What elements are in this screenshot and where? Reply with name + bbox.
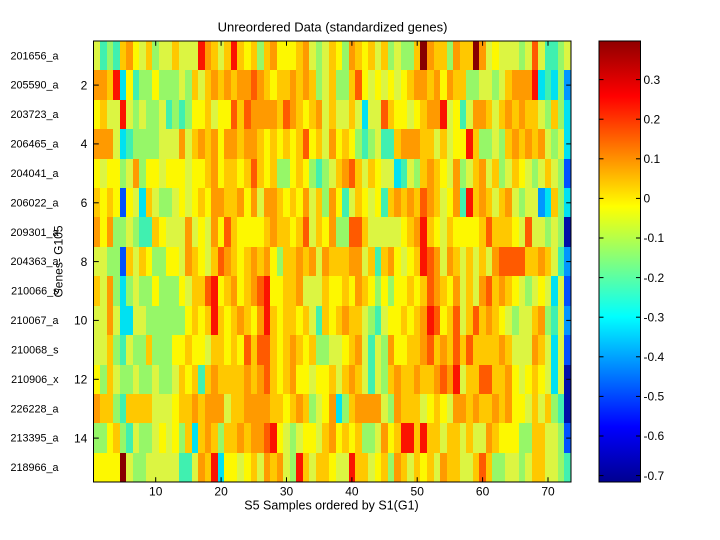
svg-text:226228_a: 226228_a bbox=[10, 403, 58, 415]
svg-text:0.2: 0.2 bbox=[644, 112, 661, 126]
svg-text:Genes- G105: Genes- G105 bbox=[52, 225, 66, 297]
svg-text:10: 10 bbox=[149, 485, 163, 499]
svg-text:-0.4: -0.4 bbox=[644, 350, 665, 364]
svg-text:218966_a: 218966_a bbox=[10, 462, 58, 474]
svg-text:30: 30 bbox=[280, 485, 294, 499]
svg-text:206022_a: 206022_a bbox=[10, 197, 58, 209]
svg-text:6: 6 bbox=[81, 196, 88, 210]
svg-text:12: 12 bbox=[74, 373, 88, 387]
svg-text:-0.5: -0.5 bbox=[644, 390, 665, 404]
svg-text:40: 40 bbox=[345, 485, 359, 499]
svg-text:203723_a: 203723_a bbox=[10, 109, 58, 121]
svg-text:209301_a: 209301_a bbox=[10, 227, 58, 239]
svg-text:14: 14 bbox=[74, 431, 88, 445]
svg-text:8: 8 bbox=[81, 255, 88, 269]
svg-text:Unreordered Data (standardized: Unreordered Data (standardized genes) bbox=[218, 20, 448, 35]
svg-text:210067_a: 210067_a bbox=[10, 315, 58, 327]
svg-text:0: 0 bbox=[644, 192, 651, 206]
svg-text:-0.3: -0.3 bbox=[644, 310, 665, 324]
svg-text:210066_s: 210066_s bbox=[11, 286, 59, 298]
svg-text:213395_a: 213395_a bbox=[10, 433, 58, 445]
svg-text:20: 20 bbox=[214, 485, 228, 499]
svg-text:-0.2: -0.2 bbox=[644, 271, 665, 285]
svg-text:201656_a: 201656_a bbox=[10, 50, 58, 62]
svg-text:2: 2 bbox=[81, 78, 88, 92]
svg-text:4: 4 bbox=[81, 137, 88, 151]
svg-text:204363_a: 204363_a bbox=[10, 256, 58, 268]
svg-text:0.1: 0.1 bbox=[644, 152, 661, 166]
svg-text:205590_a: 205590_a bbox=[10, 80, 58, 92]
svg-text:-0.7: -0.7 bbox=[644, 469, 665, 483]
svg-text:50: 50 bbox=[411, 485, 425, 499]
svg-text:70: 70 bbox=[541, 485, 555, 499]
svg-text:210068_s: 210068_s bbox=[11, 344, 59, 356]
svg-text:-0.6: -0.6 bbox=[644, 429, 665, 443]
svg-text:0.3: 0.3 bbox=[644, 73, 661, 87]
svg-text:60: 60 bbox=[476, 485, 490, 499]
svg-text:10: 10 bbox=[74, 314, 88, 328]
svg-text:210906_x: 210906_x bbox=[11, 374, 59, 386]
svg-text:206465_a: 206465_a bbox=[10, 139, 58, 151]
svg-text:204041_a: 204041_a bbox=[10, 168, 58, 180]
svg-text:S5 Samples ordered by S1(G1): S5 Samples ordered by S1(G1) bbox=[244, 499, 418, 513]
svg-text:-0.1: -0.1 bbox=[644, 231, 665, 245]
